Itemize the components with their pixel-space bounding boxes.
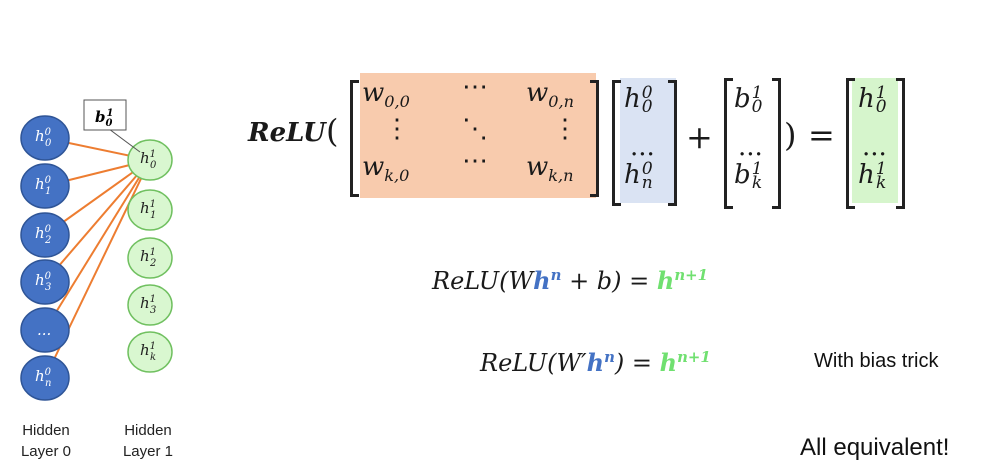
w-k-0: wk,0 (362, 152, 410, 186)
w-k-n: wk,n (526, 152, 574, 186)
hdots-top: ⋯ (462, 72, 488, 102)
layer-1-caption: Hidden Layer 1 (116, 420, 180, 462)
layer-1-caption-line2: Layer 1 (122, 443, 174, 460)
layer1-node-2: h1 2 (127, 237, 173, 279)
bias-label: b01 (95, 108, 113, 129)
layer-1-caption-line1: Hidden (124, 422, 172, 439)
layer-0-caption: Hidden Layer 0 (14, 420, 78, 462)
weight-matrix-left-bracket (350, 80, 359, 197)
layer0-node-0-label: h0 0 (35, 127, 52, 149)
output-vector-right-bracket (896, 78, 905, 209)
layer0-node-2: h0 2 (20, 212, 70, 258)
eq2-h: hn (533, 266, 562, 295)
layer0-node-1-label: h0 1 (35, 175, 52, 197)
layer1-node-4-label: h1 k (140, 341, 156, 363)
eq2-rest: + b) = (561, 267, 657, 295)
vdots-left: ⋮ (384, 114, 410, 144)
b-vector-left-bracket (724, 78, 733, 209)
h0-vector-background (620, 78, 676, 203)
h0-dots: ... (630, 132, 655, 162)
bias-trick-note: With bias trick (814, 350, 939, 372)
layer0-node-4: ... (20, 307, 70, 353)
output-vector-left-bracket (846, 78, 855, 209)
h0-vector-left-bracket (612, 80, 621, 206)
weight-matrix-background (360, 73, 596, 198)
layer0-node-5-label: h0 n (35, 367, 52, 389)
hidden-layer-0: h0 0 h0 1 h0 2 h0 3... h0 n (20, 115, 70, 401)
neural-network-diagram: h0 0 h0 1 h0 2 h0 3... h0 n h1 0 h1 1 h1 2 h1 3 h1 k b01 (20, 99, 173, 401)
w-0-n: w0,n (526, 78, 575, 112)
layer1-node-0: h1 0 (127, 139, 173, 181)
layer1-node-1-label: h1 1 (140, 199, 156, 221)
layer0-node-1: h0 1 (20, 163, 70, 209)
layer1-node-1: h1 1 (127, 189, 173, 231)
close-paren: ) (784, 116, 797, 154)
b-dots: ... (738, 132, 763, 162)
layer0-node-5: h0 n (20, 355, 70, 401)
b-vector-right-bracket (772, 78, 781, 209)
vdots-right: ⋮ (552, 114, 578, 144)
layer-0-caption-line2: Layer 0 (20, 443, 72, 460)
equals-sign: = (808, 116, 835, 154)
layer0-node-0: h0 0 (20, 115, 70, 161)
eq3-output: hn+1 (659, 348, 711, 377)
eq3-h: hn (586, 348, 615, 377)
relu-label: ReLU (248, 118, 326, 148)
bias-box (83, 99, 127, 131)
bias-trick-equation: ReLU(W′hn) = hn+1 (480, 348, 711, 377)
open-paren: ( (326, 112, 339, 150)
layer0-node-4-label: ... (37, 321, 51, 339)
plus-sign: + (686, 118, 713, 156)
eq2-output: hn+1 (656, 266, 708, 295)
hdots-bottom: ⋯ (462, 146, 488, 176)
all-equivalent-note: All equivalent! (800, 434, 950, 461)
layer0-node-3: h0 3 (20, 259, 70, 305)
weight-edge (44, 159, 151, 331)
layer-0-caption-line1: Hidden (22, 422, 70, 439)
hidden-layer-1: h1 0 h1 1 h1 2 h1 3 h1 k (127, 139, 173, 373)
eq3-lhs: ReLU(W′ (480, 349, 587, 377)
compact-equation: ReLU(Whn + b) = hn+1 (432, 266, 708, 295)
layer1-node-3: h1 3 (127, 284, 173, 326)
layer1-node-4: h1 k (127, 331, 173, 373)
ddots: ⋱ (462, 114, 488, 144)
layer1-node-0-label: h1 0 (140, 149, 157, 171)
eq2-lhs: ReLU(W (432, 267, 534, 295)
h1-dots: ... (862, 132, 887, 162)
layer0-node-3-label: h0 3 (35, 271, 52, 293)
eq3-rest: ) = (614, 349, 660, 377)
layer0-node-2-label: h0 2 (35, 224, 52, 246)
bias-node: b01 (83, 99, 141, 153)
output-vector-background (852, 78, 898, 203)
h0-vector-right-bracket (668, 80, 677, 206)
w-0-0: w0,0 (362, 78, 410, 112)
weight-edge (44, 159, 151, 283)
layer1-node-2-label: h1 2 (140, 247, 156, 269)
weight-matrix-right-bracket (590, 80, 599, 197)
layer1-node-3-label: h1 3 (140, 294, 156, 316)
